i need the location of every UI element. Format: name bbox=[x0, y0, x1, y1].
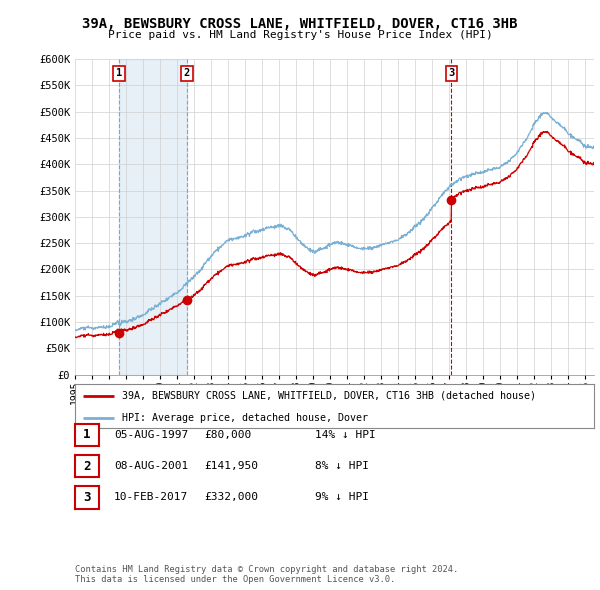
Text: 2: 2 bbox=[184, 68, 190, 78]
Text: 39A, BEWSBURY CROSS LANE, WHITFIELD, DOVER, CT16 3HB (detached house): 39A, BEWSBURY CROSS LANE, WHITFIELD, DOV… bbox=[122, 391, 536, 401]
Text: 3: 3 bbox=[448, 68, 454, 78]
Text: 2: 2 bbox=[83, 460, 91, 473]
Text: 3: 3 bbox=[83, 491, 91, 504]
Text: 14% ↓ HPI: 14% ↓ HPI bbox=[315, 430, 376, 440]
Text: £141,950: £141,950 bbox=[204, 461, 258, 471]
Text: 10-FEB-2017: 10-FEB-2017 bbox=[114, 493, 188, 502]
Text: 08-AUG-2001: 08-AUG-2001 bbox=[114, 461, 188, 471]
Text: 8% ↓ HPI: 8% ↓ HPI bbox=[315, 461, 369, 471]
Text: 9% ↓ HPI: 9% ↓ HPI bbox=[315, 493, 369, 502]
Bar bbox=[119, 59, 187, 375]
Text: £80,000: £80,000 bbox=[204, 430, 251, 440]
Text: 1: 1 bbox=[83, 428, 91, 441]
Text: £332,000: £332,000 bbox=[204, 493, 258, 502]
Text: 39A, BEWSBURY CROSS LANE, WHITFIELD, DOVER, CT16 3HB: 39A, BEWSBURY CROSS LANE, WHITFIELD, DOV… bbox=[82, 17, 518, 31]
Text: Price paid vs. HM Land Registry's House Price Index (HPI): Price paid vs. HM Land Registry's House … bbox=[107, 30, 493, 40]
Text: 05-AUG-1997: 05-AUG-1997 bbox=[114, 430, 188, 440]
Text: 1: 1 bbox=[116, 68, 122, 78]
Text: Contains HM Land Registry data © Crown copyright and database right 2024.
This d: Contains HM Land Registry data © Crown c… bbox=[75, 565, 458, 584]
Text: HPI: Average price, detached house, Dover: HPI: Average price, detached house, Dove… bbox=[122, 413, 368, 423]
